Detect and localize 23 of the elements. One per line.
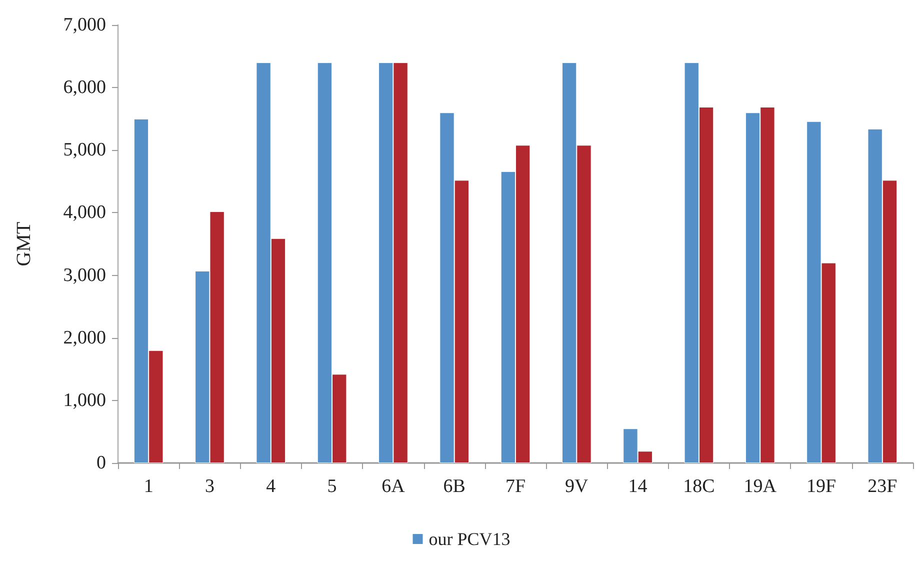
x-tick-label: 23F xyxy=(868,476,898,497)
x-tick-label: 19F xyxy=(806,476,836,497)
legend-label: our PCV13 xyxy=(428,529,510,549)
y-axis-title: GMT xyxy=(13,222,35,266)
x-tick-label: 9V xyxy=(565,476,589,497)
x-tick-label: 7F xyxy=(505,476,526,497)
y-tick-label: 5,000 xyxy=(63,140,106,161)
y-tick-label: 2,000 xyxy=(63,327,106,348)
x-tick-label: 6B xyxy=(443,476,466,497)
x-tick-label: 1 xyxy=(144,476,154,497)
x-tick-label: 4 xyxy=(266,476,276,497)
y-tick-label: 0 xyxy=(96,452,106,474)
x-tick-label: 14 xyxy=(628,476,648,497)
y-tick-label: 6,000 xyxy=(63,77,106,98)
y-tick-label: 4,000 xyxy=(63,202,106,224)
y-tick-label: 3,000 xyxy=(63,264,106,286)
x-tick-label: 18C xyxy=(683,476,715,497)
y-tick-label: 7,000 xyxy=(63,14,106,36)
x-tick-label: 3 xyxy=(204,476,214,497)
x-tick-label: 19A xyxy=(744,476,777,497)
x-tick-label: 6A xyxy=(382,476,406,497)
y-tick-label: 1,000 xyxy=(63,390,106,411)
x-tick-label: 5 xyxy=(327,476,337,497)
